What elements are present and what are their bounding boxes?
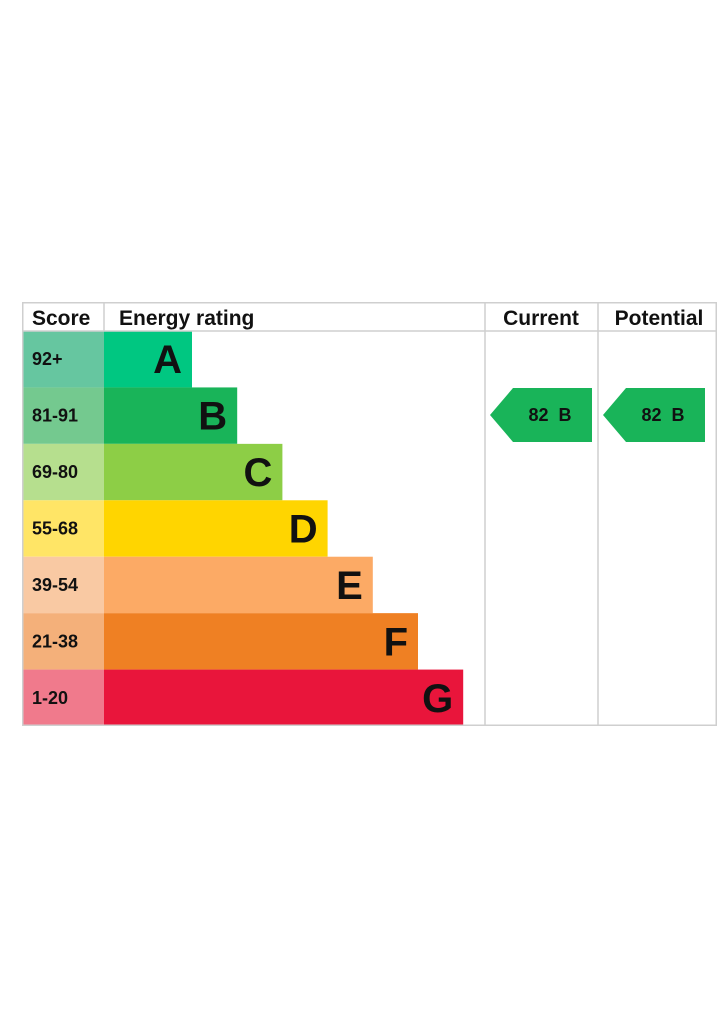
grid-lines [22, 302, 717, 726]
rating-letter-c: C [244, 451, 273, 495]
chart-border [22, 302, 717, 726]
rating-bar-d [104, 500, 328, 557]
score-cell-a [22, 331, 104, 388]
epc-chart: Score Energy rating Current Potential 92… [22, 302, 717, 726]
rating-letter-e: E [336, 564, 363, 608]
rating-bar-a [104, 331, 192, 388]
rating-bar-b [104, 387, 238, 444]
rating-bar-g [104, 669, 464, 726]
header-potential: Potential [615, 307, 704, 330]
score-label-a: 92+ [32, 349, 63, 369]
current-rating-label: 82 B [528, 405, 571, 425]
rating-letter-g: G [422, 677, 453, 721]
header-score: Score [32, 307, 90, 330]
current-rating-arrow [490, 388, 592, 442]
potential-rating-arrow [603, 388, 705, 442]
score-cell-b [22, 387, 104, 444]
rating-bar-c [104, 443, 283, 501]
header-energy-rating: Energy rating [119, 307, 254, 330]
score-label-c: 69-80 [32, 462, 78, 482]
rating-bar-f [104, 613, 418, 670]
score-label-e: 39-54 [32, 575, 78, 595]
score-cell-c [22, 443, 104, 501]
score-cell-d [22, 500, 104, 557]
rating-letter-f: F [384, 620, 408, 664]
rating-letter-a: A [153, 338, 182, 382]
score-label-g: 1-20 [32, 688, 68, 708]
score-cell-f [22, 613, 104, 670]
rating-bar-e [104, 556, 373, 614]
potential-indicator: 82 B [603, 388, 705, 442]
current-indicator: 82 B [490, 388, 592, 442]
rating-letter-d: D [289, 508, 318, 552]
header-current: Current [503, 307, 579, 330]
rating-bands: 92+ A 81-91 B 69-80 C 55-68 D 39-54 E 21-38 F 1-20 G [22, 331, 464, 726]
rating-letter-b: B [198, 395, 227, 439]
score-cell-e [22, 556, 104, 614]
score-label-b: 81-91 [32, 406, 78, 426]
score-label-f: 21-38 [32, 631, 78, 651]
potential-rating-label: 82 B [641, 405, 684, 425]
score-label-d: 55-68 [32, 519, 78, 539]
score-cell-g [22, 669, 104, 726]
